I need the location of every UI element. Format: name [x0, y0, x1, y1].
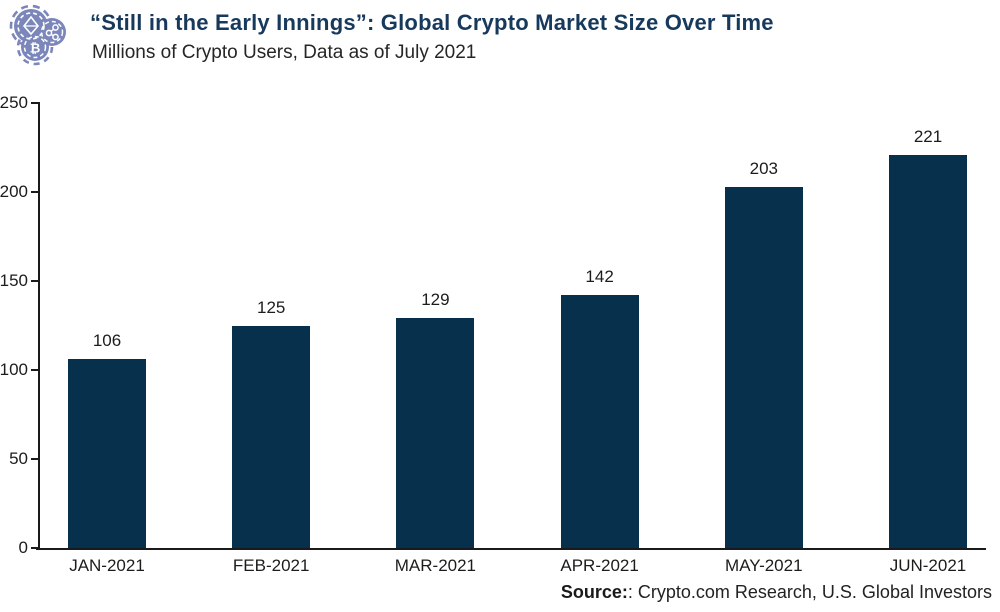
x-category-label: APR-2021: [560, 556, 639, 575]
x-category-label: JAN-2021: [69, 556, 145, 575]
source-label: Source:: [560, 582, 628, 602]
svg-text:₿: ₿: [30, 42, 41, 57]
x-category-label: FEB-2021: [232, 556, 310, 575]
y-tick-label: 0: [18, 538, 28, 557]
bar: [889, 154, 967, 548]
x-category-label: JUN-2021: [889, 556, 967, 575]
y-tick: [31, 280, 38, 282]
bar: [232, 325, 311, 548]
bar: [560, 295, 639, 548]
x-category-label: MAY-2021: [725, 556, 803, 575]
y-axis: [38, 102, 40, 549]
x-category-label: MAR-2021: [394, 556, 477, 575]
y-tick-label: 50: [9, 449, 28, 468]
y-tick: [31, 458, 38, 460]
y-tick: [31, 547, 38, 549]
source-text: : Crypto.com Research, U.S. Global Inves…: [627, 582, 992, 602]
source-note: Source:: Crypto.com Research, U.S. Globa…: [561, 582, 992, 603]
x-axis: [36, 548, 986, 550]
bar-value-label: 203: [749, 158, 778, 178]
y-tick-label: 200: [0, 182, 28, 201]
y-tick-label: 150: [0, 271, 28, 290]
y-tick: [31, 369, 38, 371]
bar-value-label: 221: [913, 126, 943, 146]
y-tick: [31, 102, 38, 104]
bar-value-label: 125: [257, 297, 286, 317]
bar: [724, 186, 803, 548]
chart-title: “Still in the Early Innings”: Global Cry…: [90, 10, 774, 35]
bar: [396, 318, 475, 548]
chart-subtitle: Millions of Crypto Users, Data as of Jul…: [92, 42, 477, 63]
bar-value-label: 106: [92, 331, 122, 351]
y-tick-label: 100: [0, 360, 28, 379]
crypto-coins-logo-icon: ₿: [9, 4, 66, 66]
bar-value-label: 142: [585, 267, 614, 287]
y-tick: [31, 191, 38, 193]
bar-value-label: 129: [421, 290, 450, 310]
bar: [68, 359, 146, 548]
y-tick-label: 250: [0, 93, 28, 112]
